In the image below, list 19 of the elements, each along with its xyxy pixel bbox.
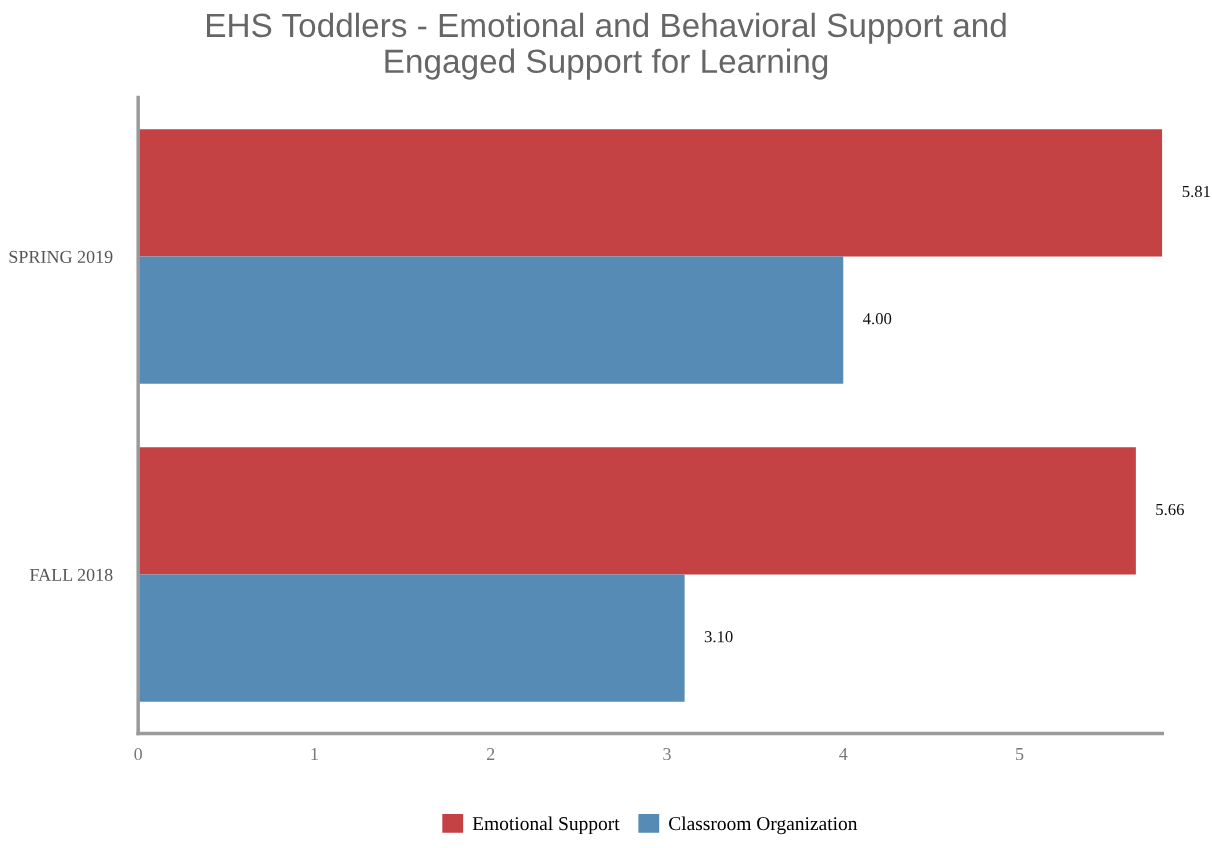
bar (138, 574, 685, 702)
y-tick-label: FALL 2018 (29, 568, 113, 581)
data-label: 5.66 (1156, 503, 1184, 516)
x-tick-label: 1 (311, 748, 318, 760)
x-tick-label: 2 (486, 747, 495, 760)
legend-label: Classroom Organization (669, 816, 858, 835)
data-label: 3.10 (704, 631, 733, 643)
x-tick-label: 5 (1016, 748, 1024, 761)
chart-title: EHS Toddlers - Emotional and Behavioral Support and Engaged Support for Learning (206, 12, 1006, 80)
x-tick-label: 4 (839, 748, 848, 760)
bar (138, 447, 1136, 575)
x-tick-label: 3 (663, 747, 671, 761)
data-label: 5.81 (1182, 185, 1210, 198)
y-tick-label: SPRING 2019 (9, 250, 113, 263)
data-label: 4.00 (863, 313, 892, 325)
legend-label: Emotional Support (472, 816, 620, 835)
x-tick-label: 0 (134, 747, 142, 761)
bar (138, 256, 844, 384)
bar (138, 129, 1163, 257)
